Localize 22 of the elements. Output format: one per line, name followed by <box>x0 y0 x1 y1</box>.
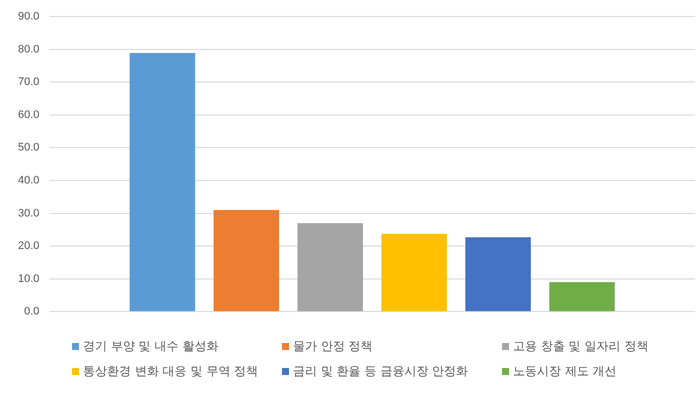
bar <box>549 282 615 312</box>
bar <box>130 52 196 312</box>
legend-label: 고용 창출 및 일자리 정책 <box>512 338 650 355</box>
y-tick-label: 50.0 <box>18 142 40 154</box>
y-tick-label: 10.0 <box>18 272 40 285</box>
y-tick-label: 70.0 <box>18 76 40 88</box>
bar <box>465 237 531 312</box>
legend-label: 노동시장 제도 개선 <box>512 363 618 380</box>
bar <box>381 234 447 312</box>
y-tick-label: 30.0 <box>18 207 40 220</box>
bar <box>214 210 280 312</box>
legend-label: 경기 부양 및 내수 활성화 <box>82 338 220 355</box>
y-tick-label: 60.0 <box>18 108 40 121</box>
y-tick-label: 20.0 <box>18 240 40 252</box>
legend-label: 물가 안정 정책 <box>292 338 374 355</box>
legend-label: 금리 및 환율 등 금융시장 안정화 <box>292 363 470 380</box>
y-tick-label: 80.0 <box>18 43 40 56</box>
y-tick-label: 90.0 <box>18 10 40 23</box>
legend-label: 통상환경 변화 대응 및 무역 정책 <box>82 363 260 380</box>
bar <box>298 223 363 312</box>
y-tick-label: 40.0 <box>18 174 40 187</box>
y-tick-label: 0.0 <box>24 306 40 318</box>
